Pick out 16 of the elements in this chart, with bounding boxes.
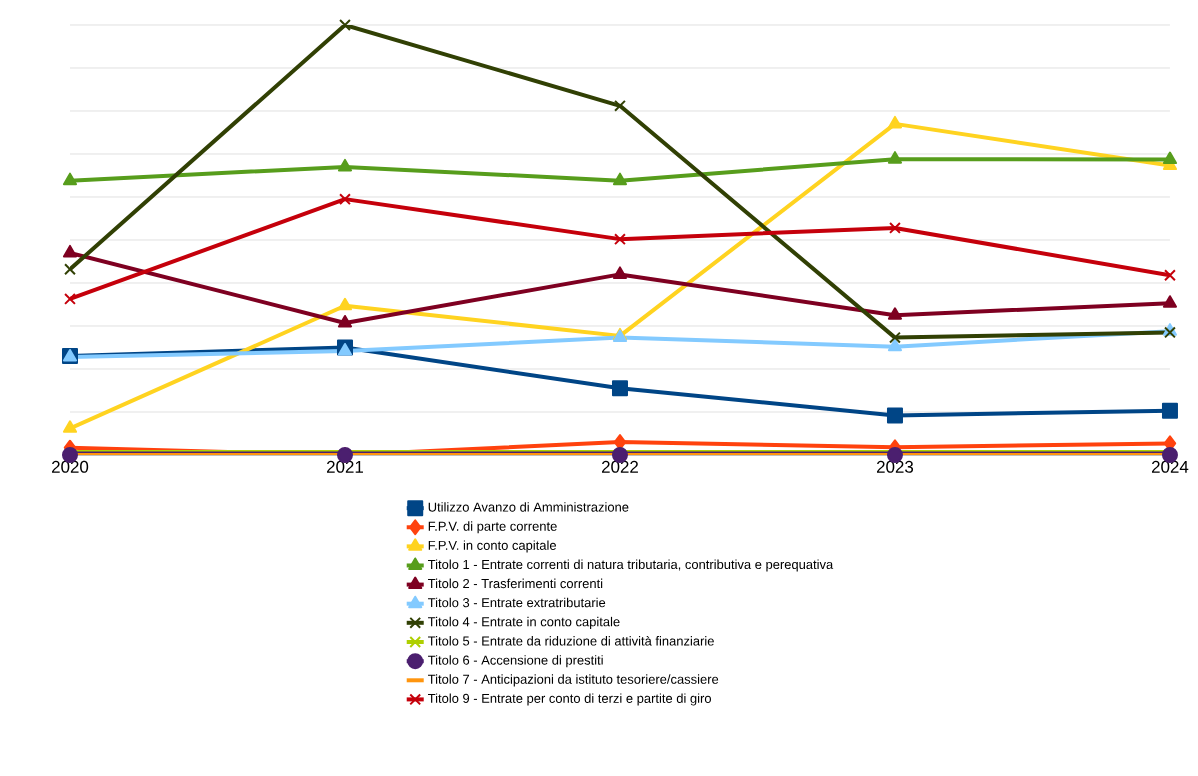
- legend-label: Titolo 7 - Anticipazioni da istituto tesoriere/cassiere: [428, 674, 719, 687]
- legend-label: Titolo 6 - Accensione di prestiti: [428, 655, 603, 668]
- legend-label: Utilizzo Avanzo di Amministrazione: [428, 502, 629, 512]
- legend-label: F.P.V. in conto capitale: [428, 540, 557, 553]
- x-tick-label: 2023: [877, 460, 914, 473]
- legend-label: Titolo 1 - Entrate correnti di natura tributaria, contributiva e perequativa: [428, 559, 834, 572]
- x-tick-label: 2020: [52, 460, 89, 473]
- x-tick-label: 2024: [1151, 460, 1189, 473]
- legend-label: Titolo 3 - Entrate extratributarie: [428, 597, 606, 608]
- legend-label: Titolo 2 - Trasferimenti correnti: [428, 578, 603, 589]
- legend-label: Titolo 5 - Entrate da riduzione di attività finanziarie: [428, 635, 714, 646]
- legend-label: Titolo 4 - Entrate in conto capitale: [428, 616, 620, 629]
- legend-label: F.P.V. di parte corrente: [428, 521, 557, 534]
- x-tick-label: 2021: [327, 460, 363, 473]
- legend-label: Titolo 9 - Entrate per conto di terzi e partite di giro: [428, 693, 711, 706]
- x-tick-label: 2022: [602, 460, 638, 473]
